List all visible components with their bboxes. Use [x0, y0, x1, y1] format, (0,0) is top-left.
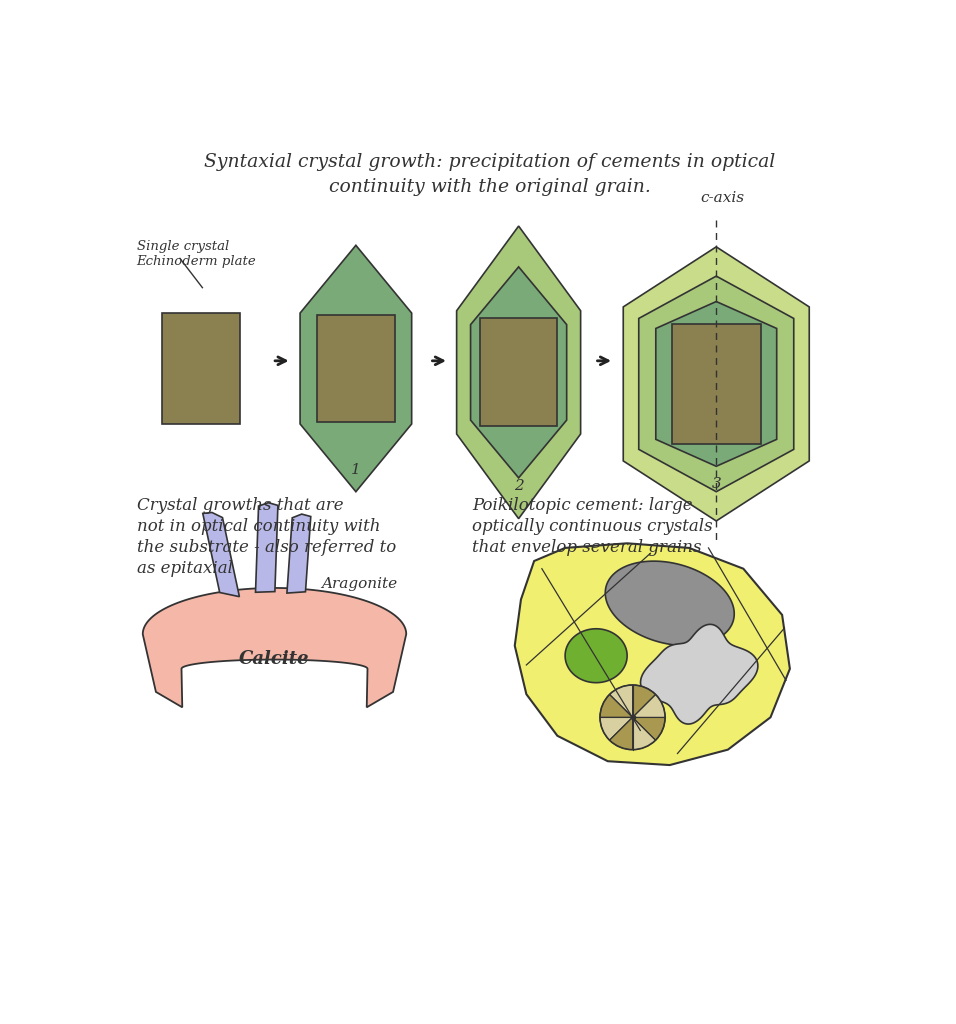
- Polygon shape: [600, 694, 633, 718]
- Text: Syntaxial crystal growth: precipitation of cements in optical: Syntaxial crystal growth: precipitation …: [205, 153, 775, 171]
- Bar: [480, 318, 557, 426]
- Polygon shape: [514, 544, 790, 765]
- Polygon shape: [633, 718, 665, 740]
- Polygon shape: [255, 503, 278, 592]
- Polygon shape: [633, 685, 656, 718]
- Polygon shape: [470, 267, 567, 478]
- Text: Crystal growths that are
not in optical continuity with
the substrate - also ref: Crystal growths that are not in optical …: [137, 497, 396, 577]
- Text: Single crystal
Echinoderm plate: Single crystal Echinoderm plate: [137, 240, 256, 268]
- Bar: [672, 325, 761, 443]
- Polygon shape: [300, 246, 412, 492]
- Polygon shape: [633, 718, 656, 750]
- Polygon shape: [633, 694, 665, 718]
- Text: 2: 2: [513, 479, 524, 493]
- Polygon shape: [457, 226, 580, 519]
- Polygon shape: [600, 718, 633, 740]
- Polygon shape: [142, 588, 406, 708]
- Text: c-axis: c-axis: [701, 190, 745, 205]
- Bar: [163, 312, 240, 424]
- Polygon shape: [287, 514, 311, 593]
- Text: Calcite: Calcite: [239, 650, 310, 668]
- Polygon shape: [605, 561, 734, 645]
- Text: 3: 3: [711, 476, 721, 490]
- Polygon shape: [610, 685, 633, 718]
- Text: Aragonite: Aragonite: [321, 578, 397, 591]
- Text: continuity with the original grain.: continuity with the original grain.: [329, 178, 651, 197]
- Polygon shape: [639, 276, 793, 492]
- Polygon shape: [203, 512, 239, 597]
- Polygon shape: [623, 247, 809, 521]
- Polygon shape: [610, 718, 633, 750]
- Polygon shape: [656, 301, 776, 466]
- Text: 1: 1: [351, 463, 360, 477]
- Polygon shape: [641, 625, 758, 724]
- Bar: [317, 314, 395, 423]
- Polygon shape: [565, 629, 627, 683]
- Text: Poikilotopic cement: large
optically continuous crystals
that envelop several gr: Poikilotopic cement: large optically con…: [472, 497, 713, 556]
